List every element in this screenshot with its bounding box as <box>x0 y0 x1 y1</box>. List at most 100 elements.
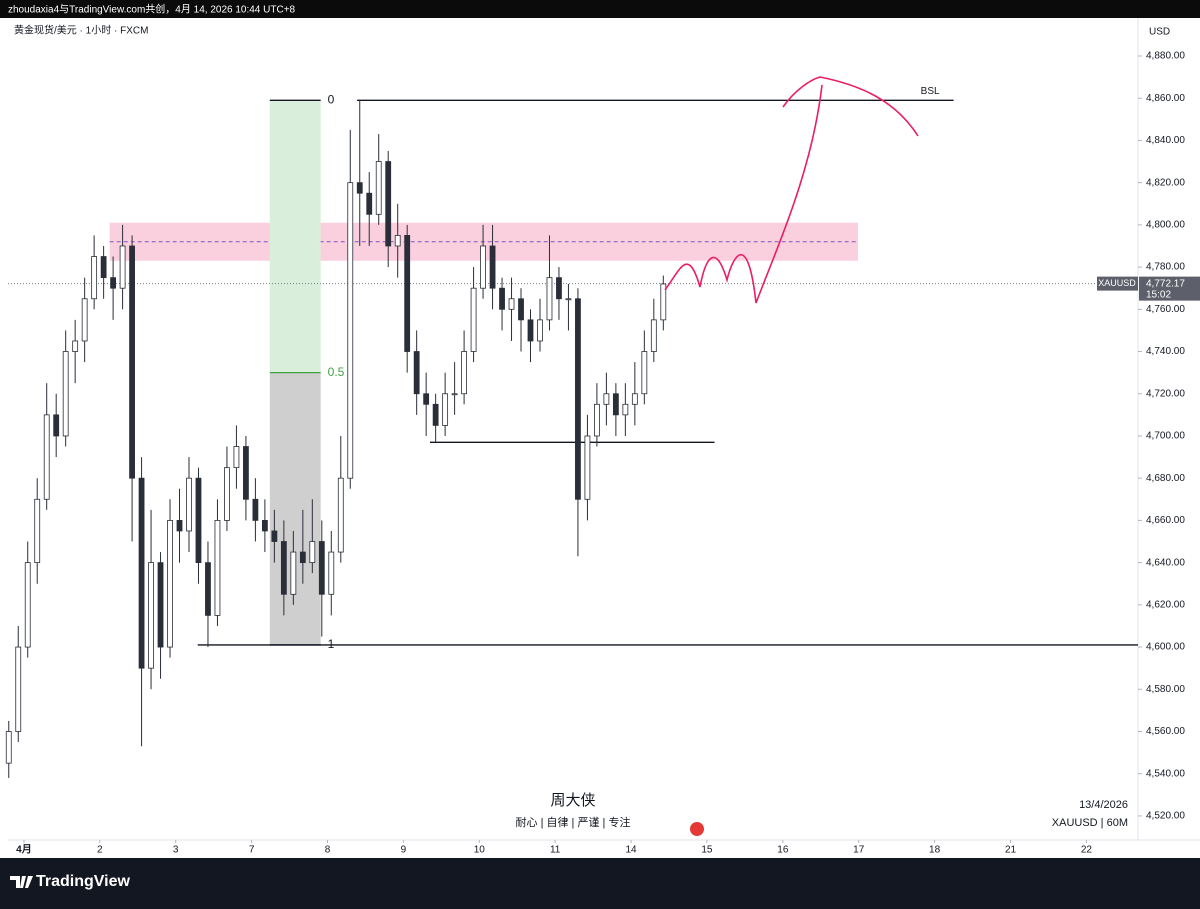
candle-body <box>290 551 297 595</box>
countdown-text: 15:02 <box>1146 289 1171 300</box>
x-tick-label: 17 <box>853 845 865 856</box>
candle-body <box>556 277 562 300</box>
y-tick-label: 4,660.00 <box>1146 515 1185 526</box>
candle-body <box>309 541 316 564</box>
watermark-motto: 耐心 | 自律 | 严谨 | 专注 <box>516 815 631 829</box>
candle-body <box>318 541 325 595</box>
candle-body <box>24 562 31 648</box>
candle-body <box>53 414 60 437</box>
x-tick-label: 11 <box>550 845 561 856</box>
y-tick-label: 4,580.00 <box>1146 684 1185 695</box>
candle-body <box>660 283 667 321</box>
fib-label: 1 <box>328 637 335 651</box>
candle-body <box>205 562 211 616</box>
y-tick-label: 4,840.00 <box>1146 135 1185 146</box>
fib-upper <box>269 100 321 373</box>
candle-body <box>252 498 259 521</box>
candle-body <box>148 562 154 669</box>
candle-body <box>72 340 79 352</box>
candle-body <box>224 467 230 521</box>
x-tick-label: 18 <box>929 845 941 856</box>
candle-body <box>432 403 439 426</box>
y-tick-label: 4,800.00 <box>1146 220 1185 231</box>
candle-body <box>280 541 287 595</box>
fib-lower <box>269 372 321 645</box>
candle-body <box>91 256 98 300</box>
footer-brand: TradingView <box>36 873 131 890</box>
price-tag-text: 4,772.17 <box>1146 278 1185 289</box>
candle-body <box>167 520 173 648</box>
candle-body <box>195 477 202 564</box>
line-label: BSL <box>921 86 940 97</box>
candle-body <box>62 351 69 437</box>
candle-body <box>328 551 335 595</box>
candle-body <box>129 245 135 479</box>
header-text: zhoudaxia4与TradingView.com共创，4月 14, 2026… <box>8 3 296 16</box>
candle-body <box>271 530 278 542</box>
y-tick-label: 4,760.00 <box>1146 304 1185 315</box>
candle-body <box>100 256 107 279</box>
candle-body <box>537 319 543 342</box>
candle-body <box>385 161 392 247</box>
candle-body <box>214 520 221 616</box>
watermark-date: 13/4/2026 <box>1079 799 1128 811</box>
candle-body <box>15 646 22 732</box>
y-tick-label: 4,740.00 <box>1146 346 1185 357</box>
candle-body <box>603 393 610 405</box>
candle-body <box>461 351 467 395</box>
y-tick-label: 4,720.00 <box>1146 388 1185 399</box>
y-tick-label: 4,880.00 <box>1146 51 1185 62</box>
candle-body <box>499 287 505 310</box>
symbol-tag-text: XAUUSD <box>1098 278 1136 288</box>
candle-body <box>394 235 401 247</box>
watermark-symbol: XAUUSD | 60M <box>1052 817 1128 829</box>
candle-body <box>43 414 50 500</box>
candle-body <box>119 245 126 289</box>
candle-body <box>508 298 515 310</box>
candle-body <box>110 277 117 289</box>
x-tick-label: 8 <box>325 845 331 856</box>
logo-icon <box>10 876 33 888</box>
x-tick-label: 7 <box>249 845 255 856</box>
candle-body <box>518 298 524 321</box>
candle-body <box>470 287 477 352</box>
candle-body <box>575 298 581 500</box>
x-tick-label: 21 <box>1005 845 1017 856</box>
y-tick-label: 4,820.00 <box>1146 177 1185 188</box>
x-tick-label: 4月 <box>16 844 32 856</box>
flag-icon[interactable] <box>690 822 704 836</box>
x-tick-label: 22 <box>1081 845 1093 856</box>
y-tick-label: 4,600.00 <box>1146 642 1185 653</box>
axis-unit: USD <box>1149 27 1170 38</box>
x-tick-label: 3 <box>173 845 179 856</box>
top-bar <box>0 0 1200 18</box>
candle-body <box>186 477 192 532</box>
candle-body <box>233 446 240 469</box>
candle-body <box>584 435 591 500</box>
candle-body <box>451 393 458 396</box>
candle-body <box>243 446 249 500</box>
candle-body <box>157 562 164 648</box>
candle-body <box>176 520 183 532</box>
y-tick-label: 4,700.00 <box>1146 431 1185 442</box>
fib-label: 0.5 <box>328 365 345 379</box>
x-tick-label: 2 <box>97 845 103 856</box>
candle-body <box>138 477 145 669</box>
candle-body <box>423 393 430 405</box>
chart-bg <box>0 18 1200 858</box>
candle-body <box>375 161 382 215</box>
x-tick-label: 14 <box>625 845 637 856</box>
x-tick-label: 9 <box>401 845 407 856</box>
candle-body <box>413 351 420 395</box>
candle-body <box>337 477 344 553</box>
candle-body <box>480 245 486 289</box>
candle-body <box>404 235 411 352</box>
candle-body <box>641 351 648 395</box>
y-tick-label: 4,860.00 <box>1146 93 1185 104</box>
candle-body <box>622 403 629 416</box>
y-tick-label: 4,620.00 <box>1146 599 1185 610</box>
candle-body <box>5 731 12 764</box>
x-tick-label: 16 <box>777 845 789 856</box>
